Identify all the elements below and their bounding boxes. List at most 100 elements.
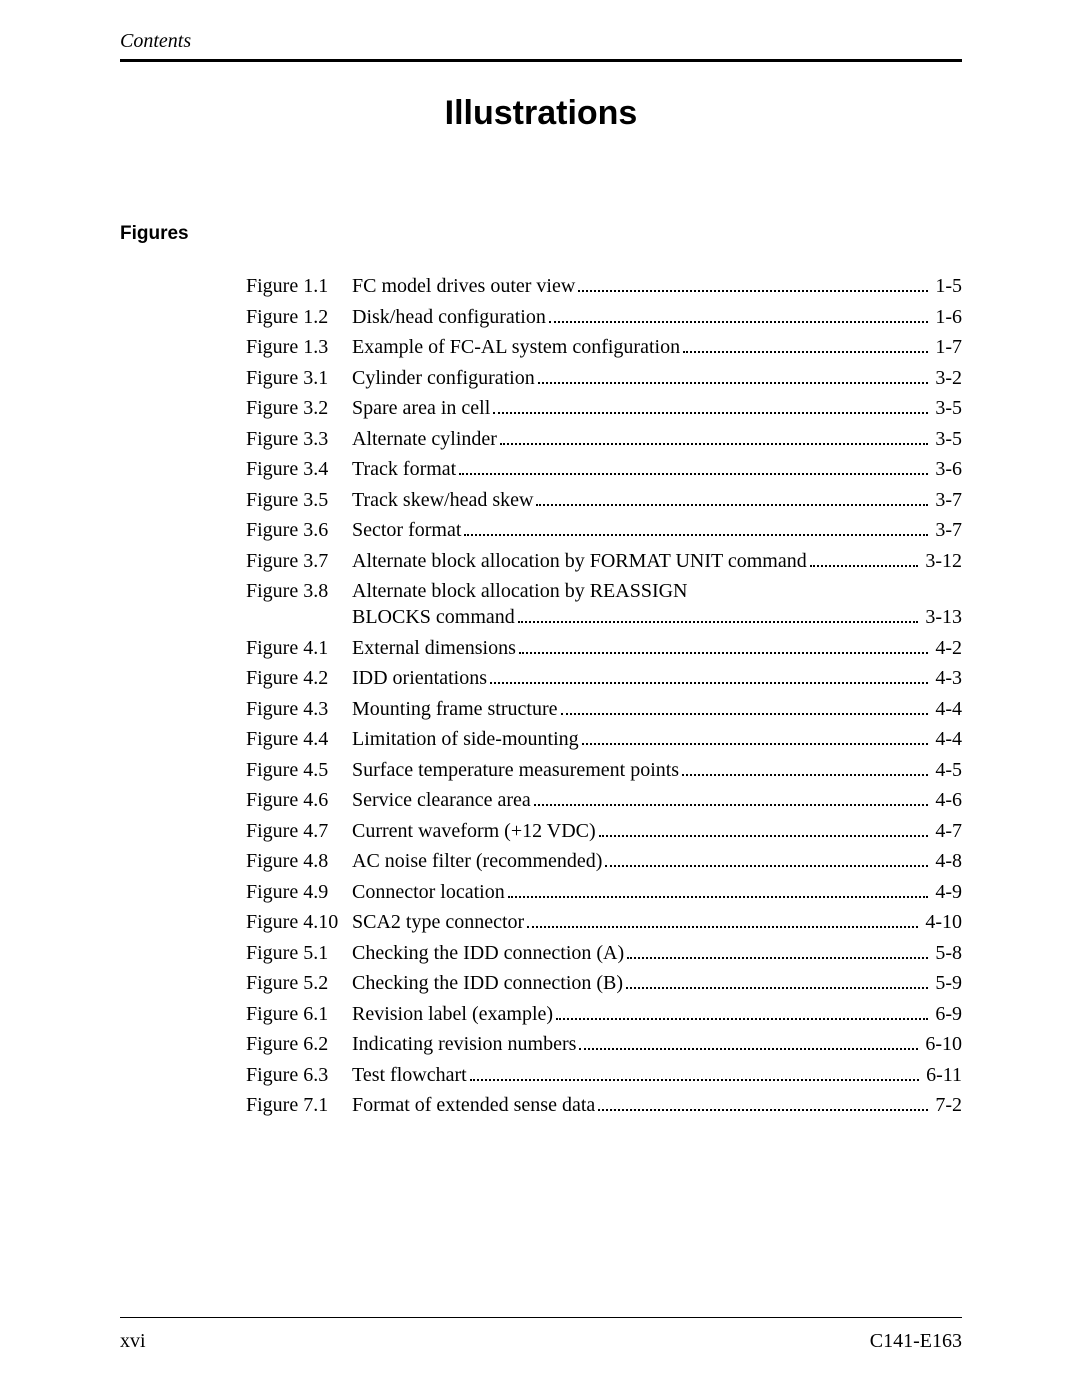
toc-label: Figure 4.1 <box>246 635 352 661</box>
toc-page: 4-3 <box>931 665 962 691</box>
toc-leader-dots <box>534 791 929 806</box>
toc-label: Figure 6.2 <box>246 1031 352 1057</box>
toc-entry: Figure 5.1Checking the IDD connection (A… <box>246 940 962 966</box>
toc-title: Example of FC-AL system configuration <box>352 334 680 360</box>
toc-title: Surface temperature measurement points <box>352 757 679 783</box>
toc-entry: Figure 5.2Checking the IDD connection (B… <box>246 970 962 996</box>
figures-list: Figure 1.1FC model drives outer view1-5F… <box>246 273 962 1118</box>
toc-page: 6-9 <box>931 1001 962 1027</box>
toc-title: Alternate block allocation by FORMAT UNI… <box>352 548 807 574</box>
toc-label: Figure 3.3 <box>246 426 352 452</box>
toc-title: Disk/head configuration <box>352 304 546 330</box>
toc-title: Connector location <box>352 879 505 905</box>
toc-leader-dots <box>536 491 928 506</box>
toc-entry: Figure 4.6Service clearance area4-6 <box>246 787 962 813</box>
toc-title: SCA2 type connector <box>352 909 524 935</box>
toc-leader-dots <box>627 944 928 959</box>
toc-label: Figure 4.8 <box>246 848 352 874</box>
toc-page: 4-4 <box>931 726 962 752</box>
toc-entry: Figure 4.1External dimensions4-2 <box>246 635 962 661</box>
toc-entry: Figure 4.4Limitation of side-mounting4-4 <box>246 726 962 752</box>
toc-entry: Figure 4.3Mounting frame structure4-4 <box>246 696 962 722</box>
toc-label: Figure 1.3 <box>246 334 352 360</box>
toc-title: Track format <box>352 456 456 482</box>
toc-label: Figure 5.1 <box>246 940 352 966</box>
toc-page: 3-2 <box>931 365 962 391</box>
toc-entry: Figure 3.7Alternate block allocation by … <box>246 548 962 574</box>
toc-page: 3-7 <box>931 517 962 543</box>
toc-page: 5-9 <box>931 970 962 996</box>
toc-leader-dots <box>493 399 928 414</box>
toc-title: Alternate cylinder <box>352 426 497 452</box>
section-heading-figures: Figures <box>120 223 962 245</box>
toc-page: 3-6 <box>931 456 962 482</box>
toc-page: 5-8 <box>931 940 962 966</box>
toc-leader-dots <box>682 761 928 776</box>
toc-page: 3-7 <box>931 487 962 513</box>
toc-entry: Figure 4.5Surface temperature measuremen… <box>246 757 962 783</box>
toc-entry: Figure 4.8AC noise filter (recommended)4… <box>246 848 962 874</box>
toc-entry: Figure 3.4Track format3-6 <box>246 456 962 482</box>
toc-page: 7-2 <box>931 1092 962 1118</box>
toc-entry: Figure 3.6Sector format3-7 <box>246 517 962 543</box>
toc-page: 4-9 <box>931 879 962 905</box>
toc-label: Figure 3.2 <box>246 395 352 421</box>
toc-leader-dots <box>527 913 918 928</box>
toc-label: Figure 5.2 <box>246 970 352 996</box>
toc-leader-dots <box>538 369 929 384</box>
toc-entry: Figure 4.10SCA2 type connector4-10 <box>246 909 962 935</box>
toc-leader-dots <box>582 730 929 745</box>
toc-title: Mounting frame structure <box>352 696 558 722</box>
toc-label: Figure 4.9 <box>246 879 352 905</box>
toc-entry: Figure 4.9Connector location 4-9 <box>246 879 962 905</box>
toc-title: Current waveform (+12 VDC) <box>352 818 596 844</box>
toc-entry: Figure 3.2Spare area in cell3-5 <box>246 395 962 421</box>
toc-leader-dots <box>490 669 928 684</box>
toc-entry: Figure 1.2Disk/head configuration1-6 <box>246 304 962 330</box>
toc-leader-dots <box>810 552 919 567</box>
toc-entry: Figure 6.2Indicating revision numbers 6-1… <box>246 1031 962 1057</box>
toc-page: 4-10 <box>921 909 962 935</box>
toc-entry: Figure 6.1Revision label (example)6-9 <box>246 1001 962 1027</box>
page-footer: xvi C141-E163 <box>120 1317 962 1353</box>
toc-entry: Figure 1.3Example of FC-AL system config… <box>246 334 962 360</box>
toc-page: 6-10 <box>921 1031 962 1057</box>
toc-label: Figure 1.1 <box>246 273 352 299</box>
toc-page: 4-4 <box>931 696 962 722</box>
toc-title: IDD orientations <box>352 665 487 691</box>
toc-label: Figure 1.2 <box>246 304 352 330</box>
toc-title: Format of extended sense data <box>352 1092 595 1118</box>
toc-label: Figure 3.1 <box>246 365 352 391</box>
page-title: Illustrations <box>120 94 962 133</box>
toc-page: 6-11 <box>922 1062 962 1088</box>
toc-page: 4-6 <box>931 787 962 813</box>
toc-title: Limitation of side-mounting <box>352 726 579 752</box>
toc-label: Figure 4.7 <box>246 818 352 844</box>
toc-leader-dots <box>605 852 928 867</box>
toc-title: Alternate block allocation by REASSIGN <box>352 578 688 604</box>
toc-leader-dots <box>518 608 919 623</box>
toc-title: Revision label (example) <box>352 1001 553 1027</box>
toc-leader-dots <box>470 1066 919 1081</box>
toc-label: Figure 4.2 <box>246 665 352 691</box>
toc-leader-dots <box>459 460 928 475</box>
toc-title: Cylinder configuration <box>352 365 535 391</box>
toc-title: Checking the IDD connection (B) <box>352 970 623 996</box>
toc-title: Test flowchart <box>352 1062 467 1088</box>
toc-page: 4-2 <box>931 635 962 661</box>
toc-page: 3-13 <box>921 604 962 630</box>
footer-page-number: xvi <box>120 1330 146 1353</box>
footer-rule <box>120 1317 962 1318</box>
toc-leader-dots <box>464 521 928 536</box>
toc-entry: Figure 1.1FC model drives outer view1-5 <box>246 273 962 299</box>
toc-title: Indicating revision numbers <box>352 1031 576 1057</box>
toc-label: Figure 3.6 <box>246 517 352 543</box>
toc-title-cont: BLOCKS command <box>352 604 515 630</box>
toc-leader-dots <box>519 639 928 654</box>
toc-page: 4-5 <box>931 757 962 783</box>
toc-label: Figure 6.3 <box>246 1062 352 1088</box>
toc-leader-dots <box>599 822 929 837</box>
toc-label: Figure 3.5 <box>246 487 352 513</box>
toc-page: 3-5 <box>931 426 962 452</box>
toc-leader-dots <box>683 338 928 353</box>
